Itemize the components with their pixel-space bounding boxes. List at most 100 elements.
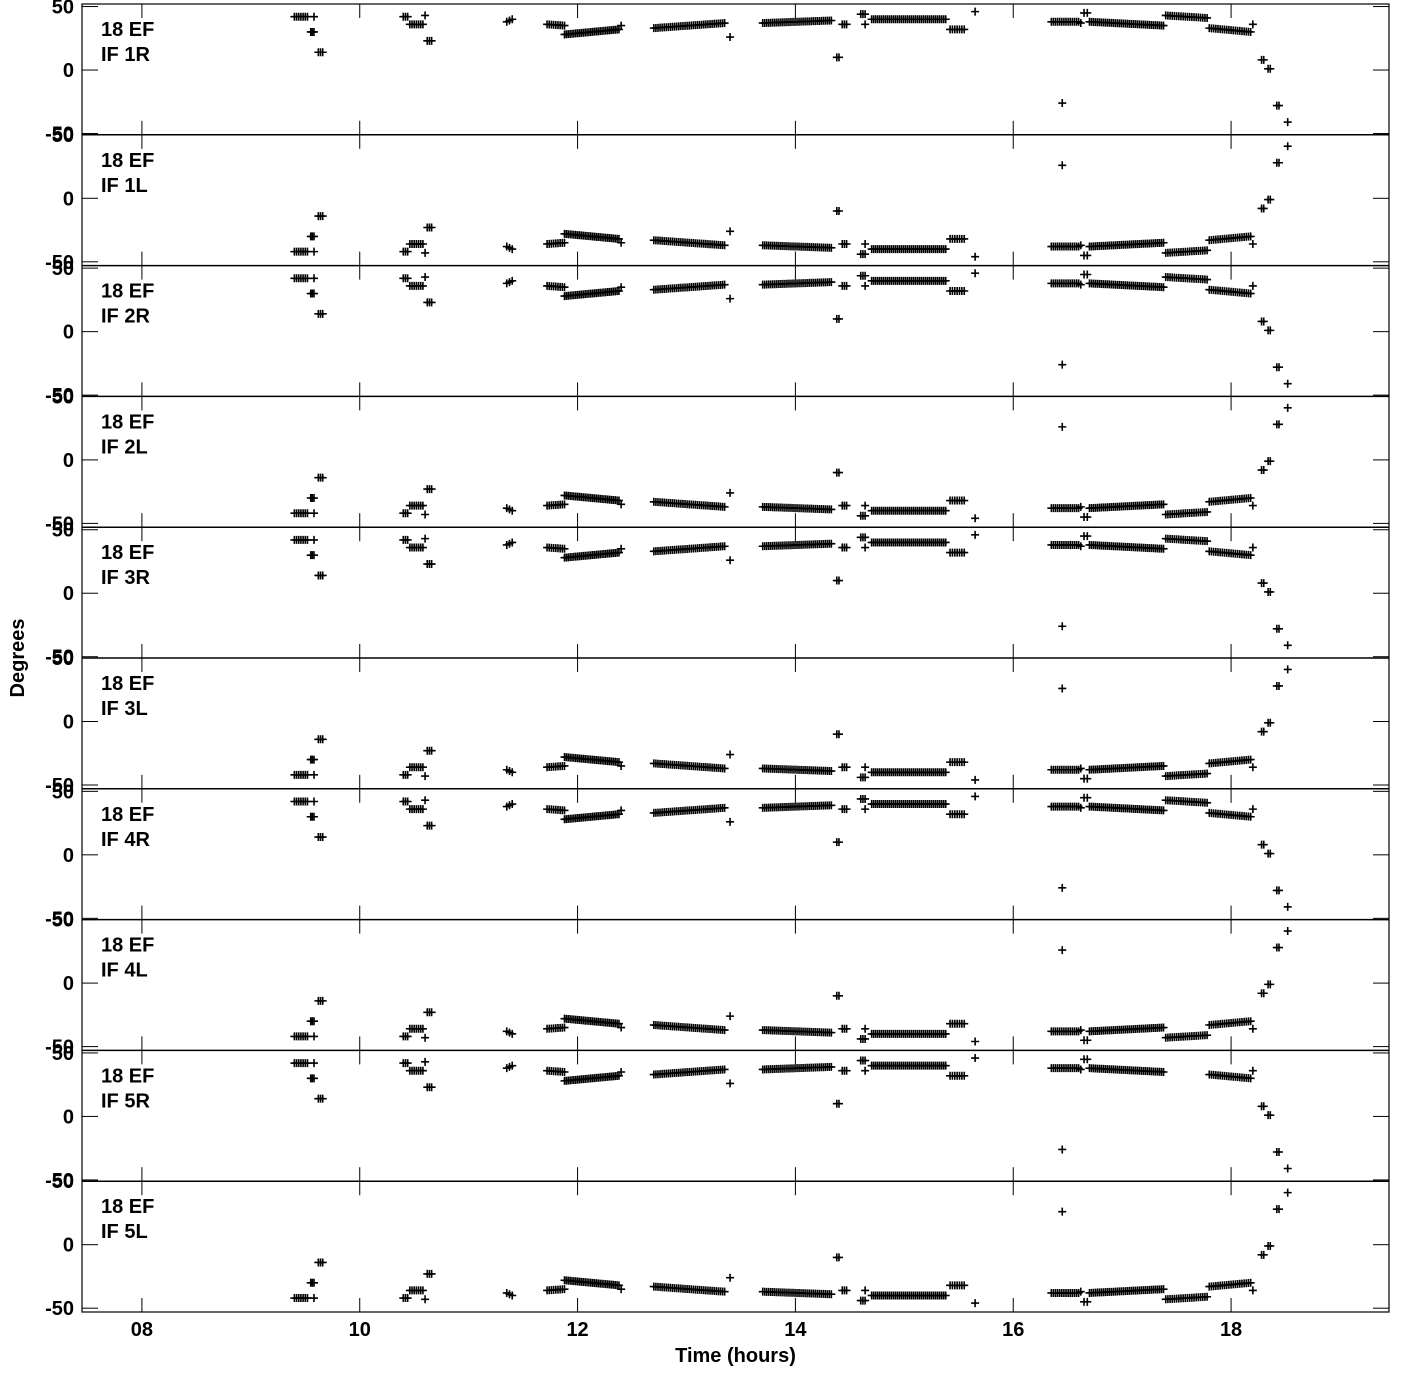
data-point bbox=[560, 500, 569, 509]
data-points bbox=[290, 1188, 1292, 1308]
data-point bbox=[1159, 500, 1168, 509]
y-tick-label: 50 bbox=[52, 0, 74, 19]
data-point bbox=[861, 794, 870, 803]
data-point bbox=[1246, 1278, 1255, 1287]
data-point bbox=[318, 309, 327, 318]
y-tick-label: 50 bbox=[52, 648, 74, 670]
data-point bbox=[318, 212, 327, 221]
data-points bbox=[290, 1054, 1292, 1173]
data-point bbox=[842, 1066, 851, 1075]
data-point bbox=[309, 289, 318, 298]
data-point bbox=[861, 20, 870, 29]
data-point bbox=[726, 1012, 735, 1021]
data-point bbox=[418, 281, 427, 290]
data-point bbox=[418, 763, 427, 772]
x-tick-label: 14 bbox=[784, 1319, 807, 1341]
plot-frame bbox=[81, 3, 1390, 1313]
data-point bbox=[617, 500, 626, 509]
data-point bbox=[861, 240, 870, 249]
data-point bbox=[1246, 232, 1255, 241]
data-point bbox=[861, 271, 870, 280]
data-point bbox=[309, 274, 318, 283]
panel-label-if: IF 3R bbox=[101, 567, 150, 589]
data-point bbox=[1159, 238, 1168, 247]
data-point bbox=[1083, 270, 1092, 279]
data-point bbox=[827, 1028, 836, 1037]
x-tick-label: 12 bbox=[566, 1319, 588, 1341]
data-point bbox=[960, 1019, 969, 1028]
data-point bbox=[960, 810, 969, 819]
panel-7: 50 0 -50 18 EF IF 4R bbox=[45, 781, 1389, 930]
data-point bbox=[318, 833, 327, 842]
data-point bbox=[941, 1061, 950, 1070]
data-point bbox=[1259, 204, 1268, 213]
data-point bbox=[418, 805, 427, 814]
data-point bbox=[617, 1023, 626, 1032]
data-point bbox=[403, 247, 412, 256]
data-point bbox=[726, 227, 735, 236]
data-point bbox=[309, 509, 318, 518]
data-point bbox=[309, 1278, 318, 1287]
y-tick-label: 50 bbox=[52, 125, 74, 147]
data-point bbox=[1203, 13, 1212, 22]
data-point bbox=[403, 274, 412, 283]
data-point bbox=[418, 20, 427, 29]
data-point bbox=[309, 493, 318, 502]
data-point bbox=[720, 764, 729, 773]
data-point bbox=[726, 817, 735, 826]
data-point bbox=[1259, 579, 1268, 588]
data-point bbox=[1058, 946, 1067, 955]
data-point bbox=[617, 806, 626, 815]
data-point bbox=[1246, 27, 1255, 36]
data-point bbox=[1203, 537, 1212, 546]
data-point bbox=[427, 223, 436, 232]
panel-label-if: IF 3L bbox=[101, 698, 148, 720]
y-tick-label: 0 bbox=[63, 973, 74, 995]
data-point bbox=[418, 1066, 427, 1075]
data-point bbox=[842, 240, 851, 249]
data-point bbox=[421, 796, 430, 805]
data-point bbox=[720, 1065, 729, 1074]
data-point bbox=[861, 763, 870, 772]
data-point bbox=[1248, 20, 1257, 29]
data-point bbox=[834, 206, 843, 215]
data-points bbox=[290, 7, 1292, 127]
data-point bbox=[861, 1286, 870, 1295]
data-points bbox=[290, 142, 1292, 261]
data-point bbox=[403, 12, 412, 21]
data-point bbox=[1266, 587, 1275, 596]
data-point bbox=[617, 21, 626, 30]
x-tick-label: 10 bbox=[349, 1319, 371, 1341]
data-points bbox=[290, 403, 1292, 523]
data-point bbox=[1203, 798, 1212, 807]
data-point bbox=[960, 286, 969, 295]
data-point bbox=[427, 1008, 436, 1017]
data-point bbox=[508, 1061, 517, 1070]
data-point bbox=[1083, 513, 1092, 522]
data-point bbox=[508, 1291, 517, 1300]
panel-label-station: 18 EF bbox=[101, 804, 154, 826]
y-tick-label: -50 bbox=[45, 252, 74, 274]
y-tick-label: 0 bbox=[63, 60, 74, 82]
data-point bbox=[960, 234, 969, 243]
data-point bbox=[834, 838, 843, 847]
data-point bbox=[1283, 1164, 1292, 1173]
data-point bbox=[318, 571, 327, 580]
data-point bbox=[720, 241, 729, 250]
data-point bbox=[960, 1071, 969, 1080]
data-point bbox=[1076, 764, 1085, 773]
data-point bbox=[726, 33, 735, 42]
data-point bbox=[403, 797, 412, 806]
data-point bbox=[861, 533, 870, 542]
data-points bbox=[290, 792, 1292, 911]
data-point bbox=[861, 805, 870, 814]
data-point bbox=[720, 502, 729, 511]
data-point bbox=[508, 15, 517, 24]
data-point bbox=[508, 245, 517, 254]
panel-label-station: 18 EF bbox=[101, 281, 154, 303]
data-point bbox=[1246, 1074, 1255, 1083]
data-point bbox=[1283, 142, 1292, 151]
data-point bbox=[971, 792, 980, 801]
data-point bbox=[726, 1079, 735, 1088]
